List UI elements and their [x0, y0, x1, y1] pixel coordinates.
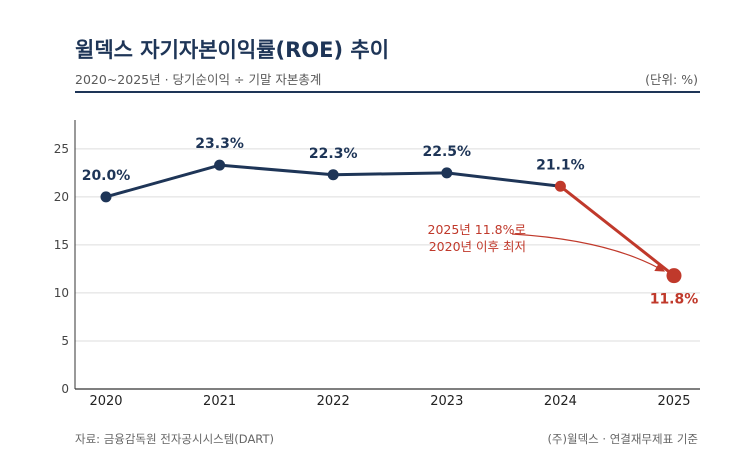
data-label: 22.5% [423, 144, 472, 160]
basis-note: (주)윌덱스 · 연결재무제표 기준 [547, 432, 698, 446]
x-tick-label: 2022 [317, 394, 350, 409]
x-tick-label: 2020 [89, 394, 122, 409]
data-label: 23.3% [195, 136, 244, 152]
data-label: 21.1% [536, 157, 585, 173]
y-tick-label: 15 [54, 238, 69, 252]
drop-annotation: 2025년 11.8%로 2020년 이후 최저 [390, 221, 527, 255]
chart-title: 윌덱스 자기자본이익률(ROE) 추이 [75, 38, 390, 62]
data-label: 20.0% [82, 168, 131, 184]
x-tick-label: 2021 [203, 394, 236, 409]
header-divider [75, 91, 700, 93]
annotation-line-1: 2025년 11.8%로 [427, 222, 527, 237]
y-tick-label: 10 [54, 286, 69, 300]
data-point [666, 268, 682, 284]
data-point [554, 180, 566, 192]
decline-segment [559, 185, 675, 277]
chart-subtitle: 2020~2025년 · 당기순이익 ÷ 기말 자본총계 [75, 72, 322, 87]
data-label: 11.8% [650, 292, 699, 308]
unit-label: (단위: %) [645, 72, 698, 87]
annotation-arrow [511, 233, 666, 272]
annotation-line-2: 2020년 이후 최저 [428, 239, 526, 254]
source-note: 자료: 금융감독원 전자공시시스템(DART) [75, 432, 274, 446]
data-point [100, 191, 112, 203]
y-tick-label: 0 [61, 382, 69, 396]
y-tick-label: 5 [61, 334, 69, 348]
data-label: 22.3% [309, 146, 358, 162]
data-point [327, 169, 339, 181]
data-point [214, 159, 226, 171]
x-tick-label: 2024 [544, 394, 577, 409]
y-tick-label: 20 [54, 190, 69, 204]
x-tick-label: 2023 [430, 394, 463, 409]
data-point [441, 167, 453, 179]
y-tick-label: 25 [54, 142, 69, 156]
x-tick-label: 2025 [657, 394, 690, 409]
